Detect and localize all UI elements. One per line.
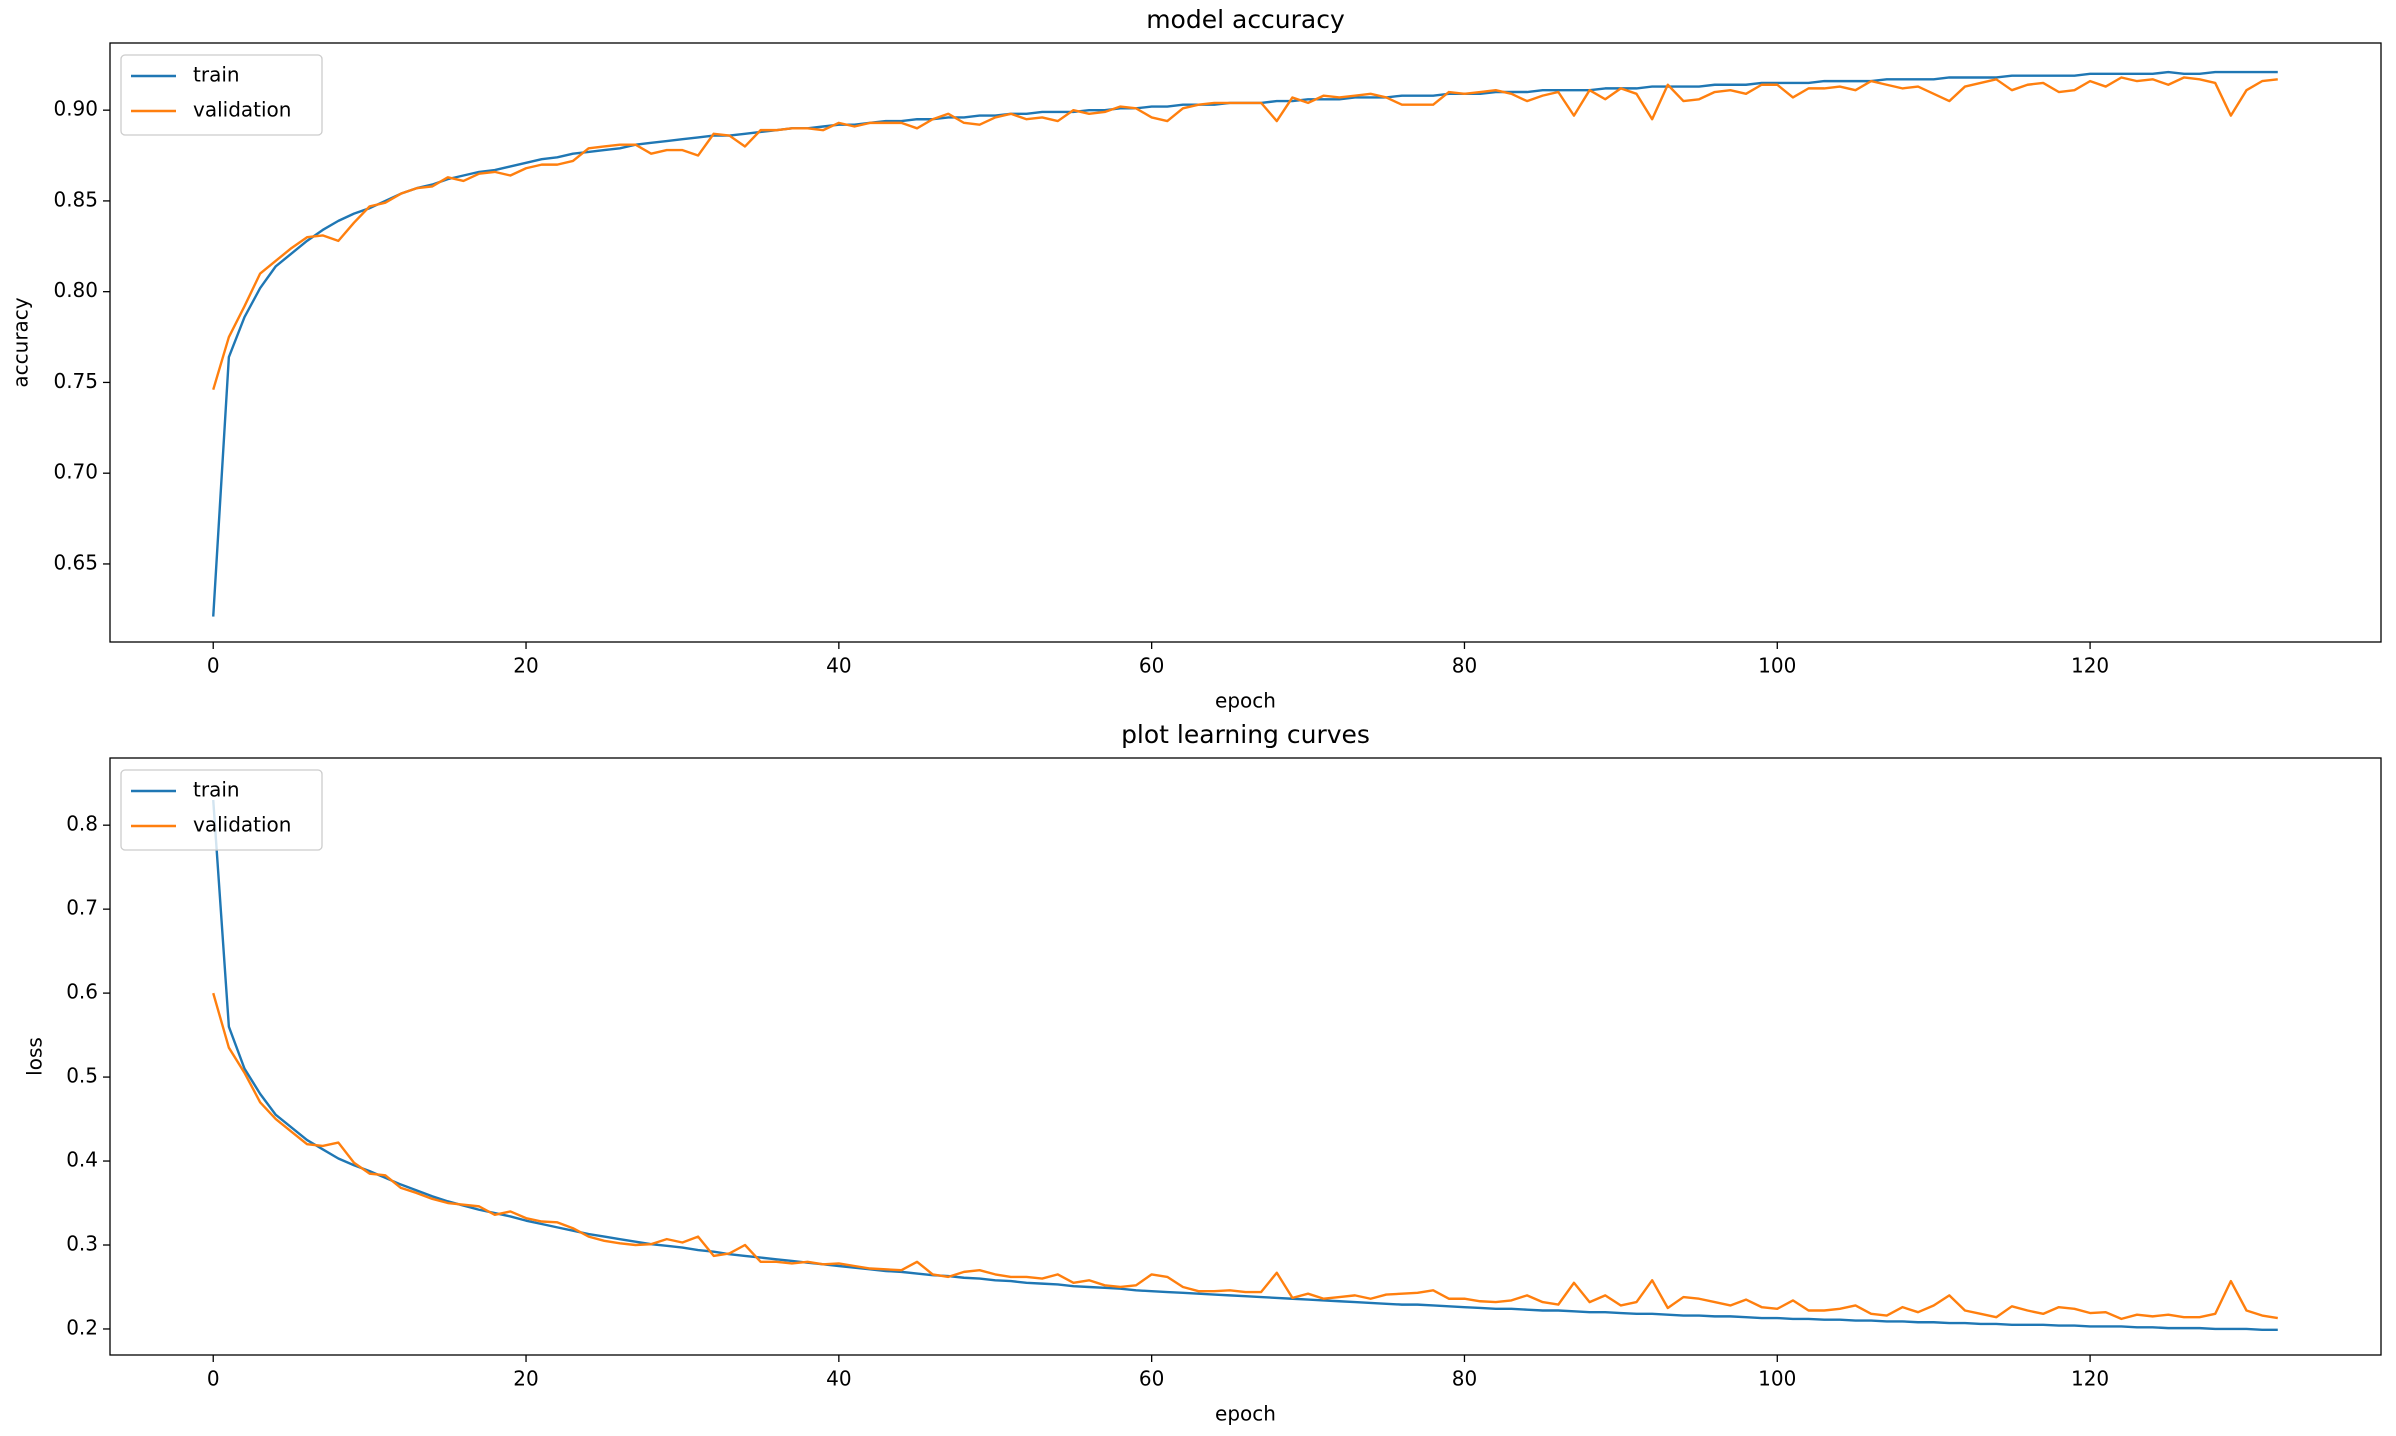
chart: model accuracy epoch accuracy 0 20 40 60 80 100 1… <box>9 5 2382 713</box>
x-tick-label: 80 <box>1452 654 1477 678</box>
x-tick-label: 20 <box>513 654 538 678</box>
y-tick-label: 0.85 <box>53 187 98 211</box>
x-tick-label: 120 <box>2071 654 2109 678</box>
line-series <box>212 992 2278 1321</box>
chart: plot learning curves epoch loss 0 20 40 60 80 10… <box>23 720 2382 1426</box>
x-tick-label: 20 <box>513 1367 538 1391</box>
y-tick-label: 0.80 <box>53 278 98 302</box>
y-tick-label: 0.5 <box>66 1064 98 1088</box>
y-tick-label: 0.8 <box>66 812 98 836</box>
y-tick-label: 0.4 <box>66 1148 98 1172</box>
y-axis-label: accuracy <box>9 297 33 387</box>
axes-frame <box>109 42 2382 643</box>
y-tick-label: 0.90 <box>53 97 98 121</box>
y-tick-label: 0.6 <box>66 980 98 1004</box>
x-tick-label: 60 <box>1139 654 1164 678</box>
y-tick-label: 0.7 <box>66 896 98 920</box>
axes-frame <box>109 757 2382 1356</box>
x-tick-label: 0 <box>207 1367 220 1391</box>
x-tick-label: 100 <box>1758 1367 1796 1391</box>
y-tick-label: 0.75 <box>53 369 98 393</box>
y-tick-label: 0.2 <box>66 1315 98 1339</box>
y-tick-label: 0.70 <box>53 460 98 484</box>
legend: train validation <box>120 769 323 851</box>
line-series <box>212 70 2278 617</box>
x-tick-label: 120 <box>2071 1367 2109 1391</box>
x-tick-label: 60 <box>1139 1367 1164 1391</box>
x-tick-label: 40 <box>826 1367 851 1391</box>
y-tick-label: 0.65 <box>53 550 98 574</box>
x-tick-label: 100 <box>1758 654 1796 678</box>
legend-label: validation <box>193 813 291 837</box>
y-tick-label: 0.3 <box>66 1232 98 1256</box>
legend-label: validation <box>193 98 291 122</box>
legend: train validation <box>120 54 323 136</box>
line-series <box>212 76 2278 391</box>
x-tick-label: 0 <box>207 654 220 678</box>
x-axis-label: epoch <box>1215 1402 1276 1426</box>
x-axis-label: epoch <box>1215 689 1276 713</box>
chart-title: plot learning curves <box>1121 720 1370 749</box>
legend-label: train <box>193 778 240 802</box>
line-series <box>212 799 2278 1332</box>
chart-title: model accuracy <box>1146 5 1345 34</box>
plot-area <box>212 799 2278 1332</box>
plot-area <box>212 70 2278 617</box>
legend-label: train <box>193 63 240 87</box>
y-axis-label: loss <box>23 1037 47 1076</box>
x-tick-label: 40 <box>826 654 851 678</box>
x-tick-label: 80 <box>1452 1367 1477 1391</box>
